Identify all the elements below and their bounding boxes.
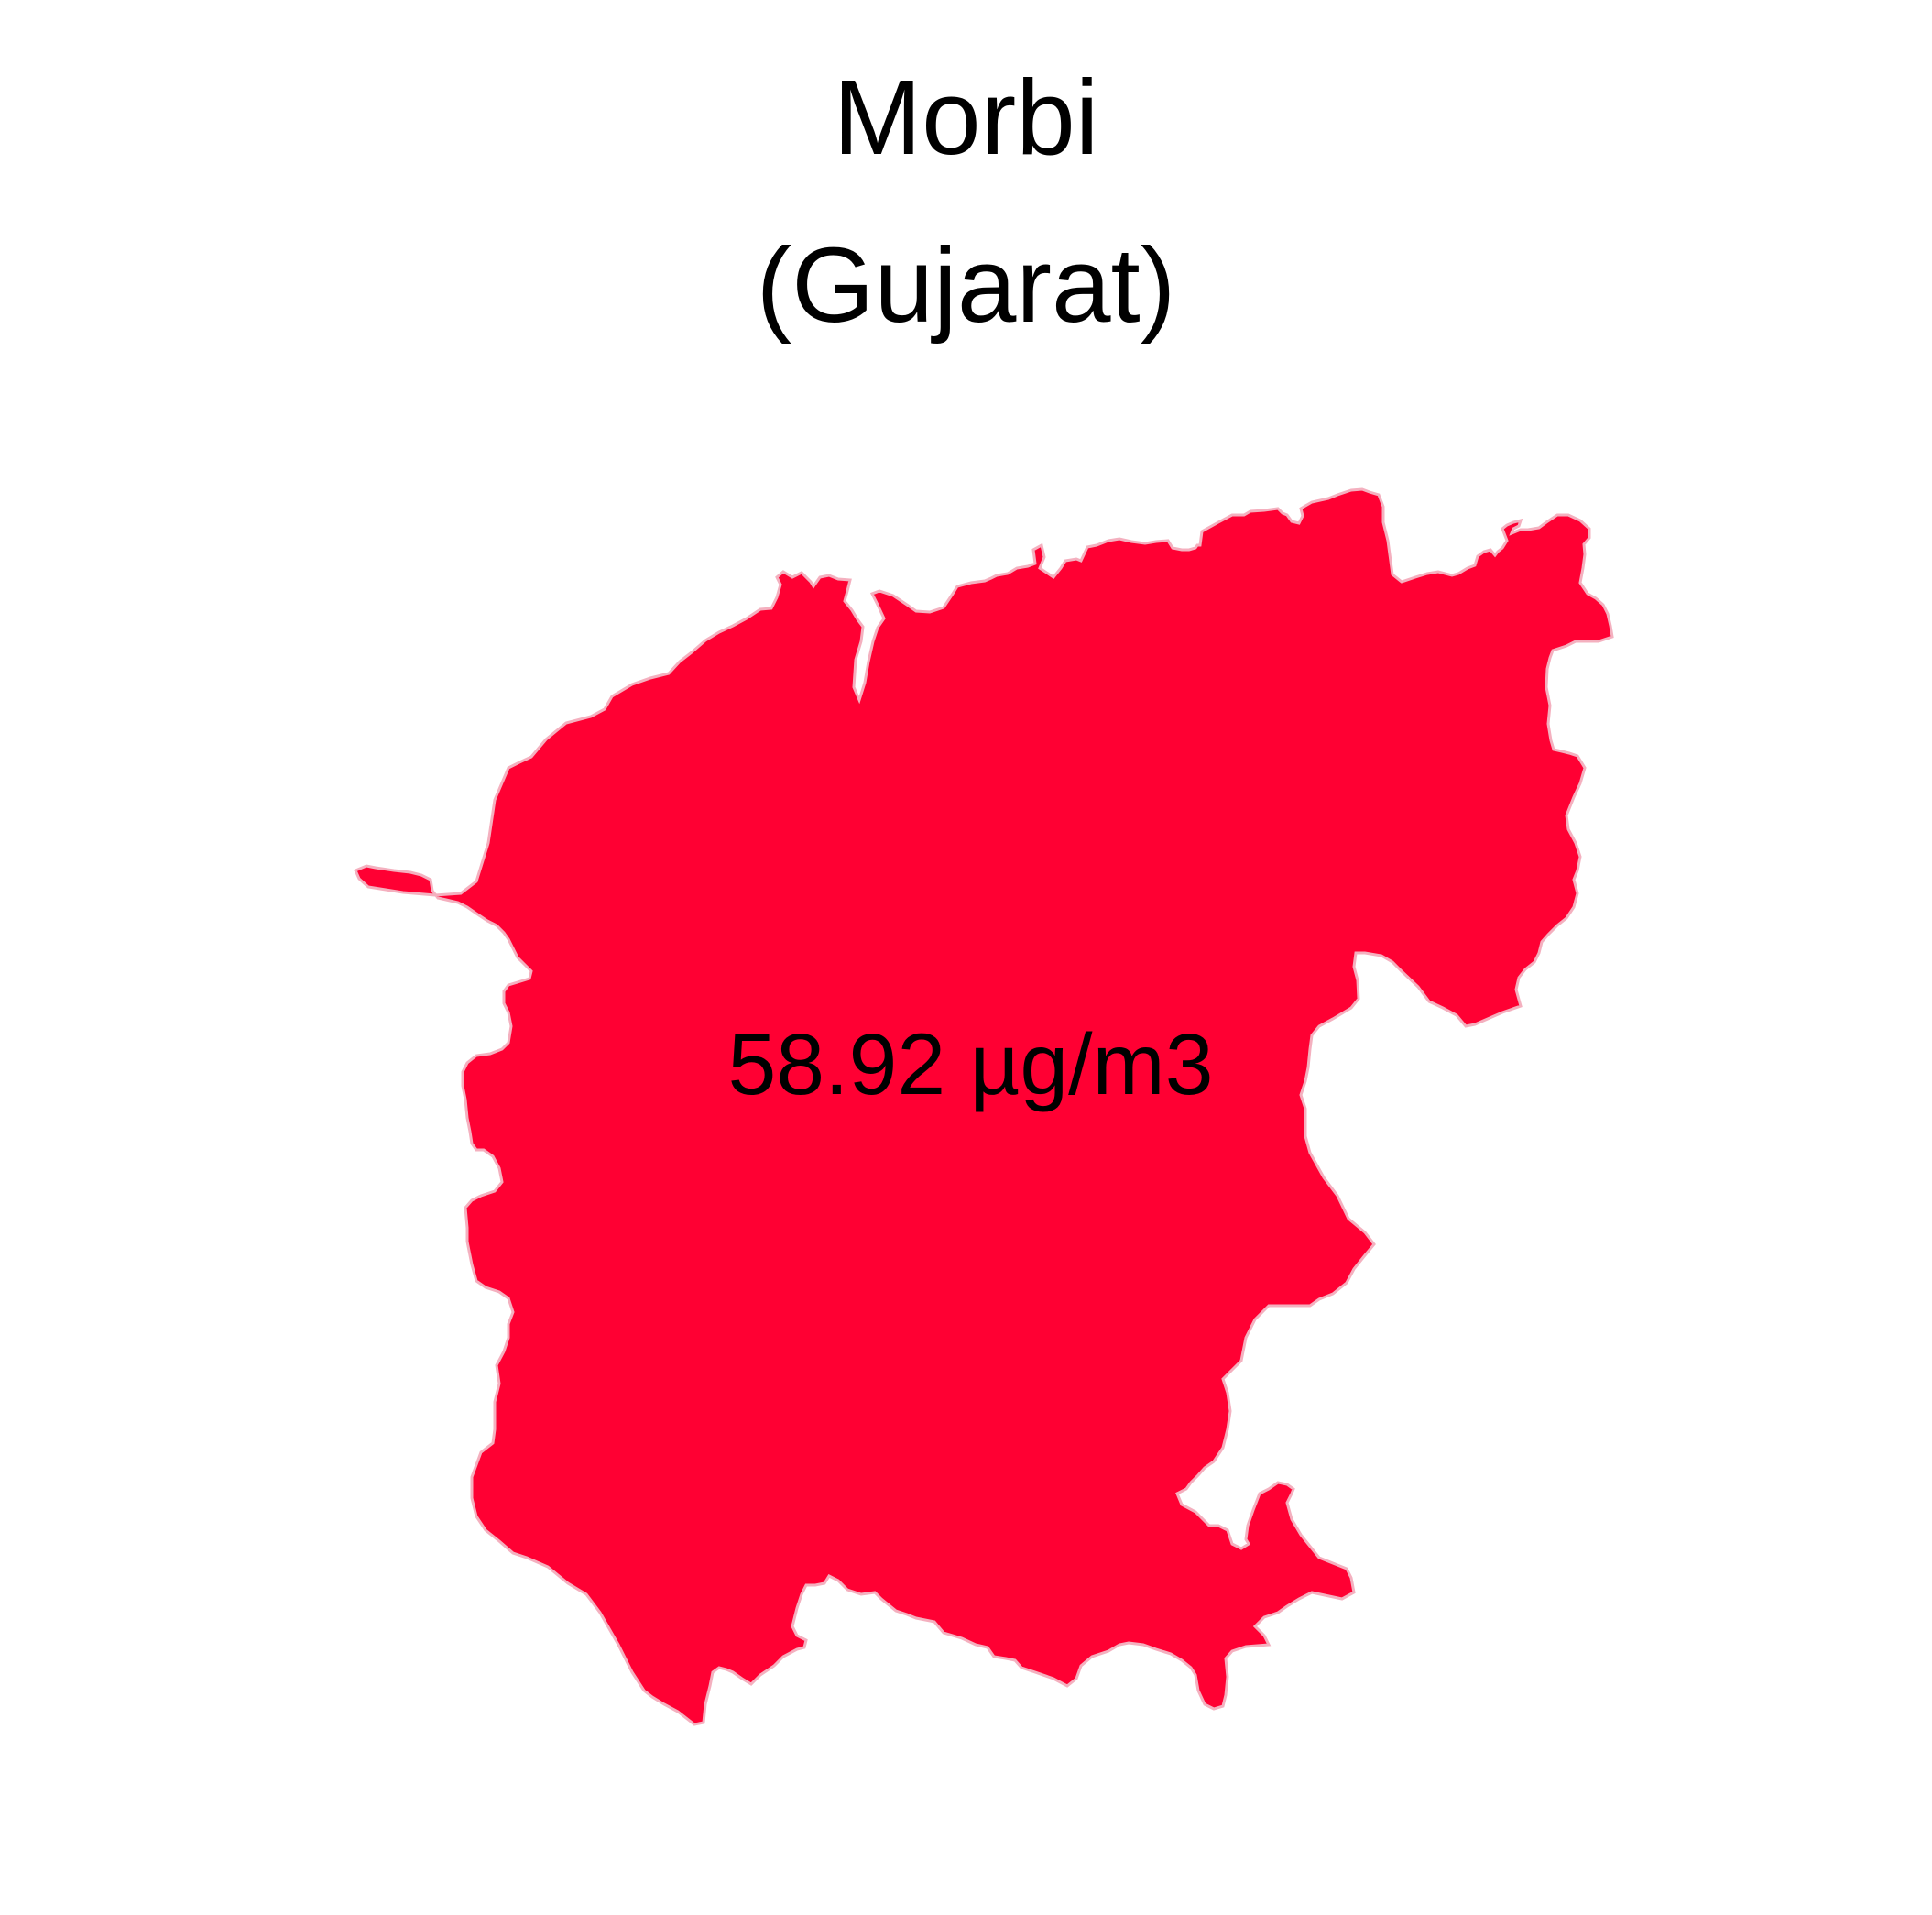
region-value-label: 58.92 µg/m3 — [727, 1016, 1214, 1113]
district-shape-morbi — [354, 487, 1614, 1726]
map-title: Morbi — [833, 58, 1099, 177]
map-subtitle: (Gujarat) — [756, 225, 1176, 345]
